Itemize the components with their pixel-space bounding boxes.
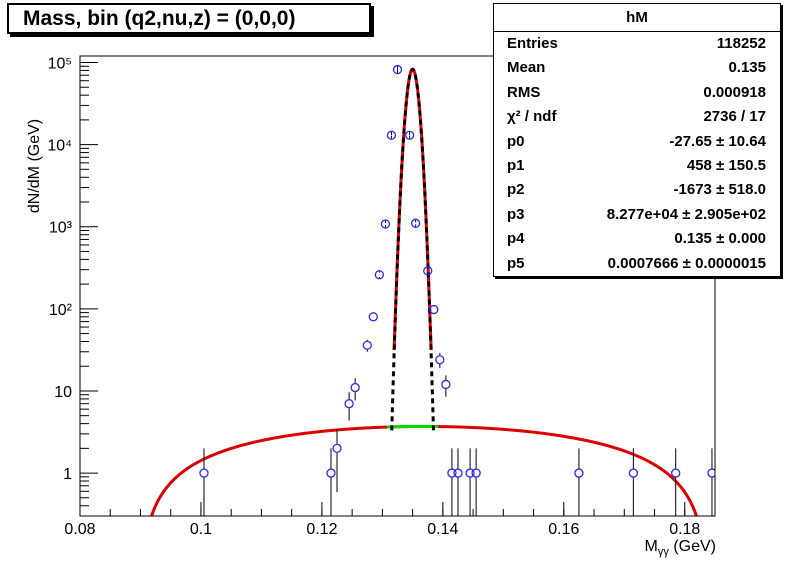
data-point — [199, 448, 209, 516]
data-point — [707, 448, 715, 516]
chart-title: Mass, bin (q2,nu,z) = (0,0,0) — [23, 7, 296, 30]
y-tick-label: 10² — [49, 302, 73, 319]
x-tick-label: 0.12 — [306, 521, 337, 538]
data-point — [344, 392, 354, 421]
stats-box: hM Entries 118252 Mean 0.135 RMS 0.000918 χ… — [493, 3, 781, 277]
stats-row: p4 0.135 ± 0.000 — [507, 230, 766, 248]
y-tick-label: 10⁴ — [47, 138, 72, 155]
data-point — [628, 448, 639, 516]
data-point — [326, 448, 336, 516]
gaussian-fit-curve — [390, 67, 435, 431]
data-point — [435, 353, 445, 368]
plot-frame — [79, 55, 716, 517]
stats-row: p5 0.0007666 ± 0.0000015 — [507, 254, 766, 272]
data-point — [410, 218, 421, 228]
x-tick-label: 0.16 — [548, 521, 579, 538]
data-point — [362, 339, 372, 352]
stats-row: p0 -27.65 ± 10.64 — [507, 132, 766, 150]
data-point — [350, 378, 360, 401]
data-point — [453, 448, 463, 516]
stats-row: Mean 0.135 — [507, 59, 766, 77]
data-point — [374, 270, 385, 280]
data-point — [386, 130, 397, 140]
data-point — [574, 448, 584, 516]
data-point — [332, 429, 342, 493]
x-tick-label: 0.18 — [669, 521, 700, 538]
stats-box-name: hM — [494, 4, 780, 32]
data-point — [404, 130, 415, 140]
y-tick-label: 10 — [54, 384, 72, 401]
y-axis-label: dN/dM (GeV) — [26, 119, 43, 213]
data-point — [423, 266, 433, 276]
data-point — [441, 375, 451, 397]
data-point — [392, 64, 403, 75]
x-tick-label: 0.14 — [427, 521, 458, 538]
data-point — [671, 448, 681, 516]
data-point — [447, 448, 457, 516]
data-point — [471, 448, 481, 516]
stats-row: p3 8.277e+04 ± 2.905e+02 — [507, 205, 766, 223]
x-tick-label: 0.08 — [64, 521, 95, 538]
y-tick-label: 10³ — [49, 220, 73, 237]
chart-title-box: Mass, bin (q2,nu,z) = (0,0,0) — [7, 3, 371, 34]
stats-row: p1 458 ± 150.5 — [507, 156, 766, 174]
data-point — [429, 304, 439, 315]
x-tick-label: 0.1 — [190, 521, 212, 538]
data-point — [465, 448, 475, 516]
y-tick-label: 10⁵ — [48, 56, 72, 73]
stats-row: χ² / ndf 2736 / 17 — [507, 108, 766, 126]
y-tick-label: 1 — [63, 466, 72, 483]
stats-row: RMS 0.000918 — [507, 83, 766, 101]
stats-row: p2 -1673 ± 518.0 — [507, 181, 766, 199]
signal-window-curve — [387, 424, 439, 429]
stats-row: Entries 118252 — [507, 35, 766, 52]
data-point — [380, 219, 391, 229]
data-point — [368, 312, 378, 322]
